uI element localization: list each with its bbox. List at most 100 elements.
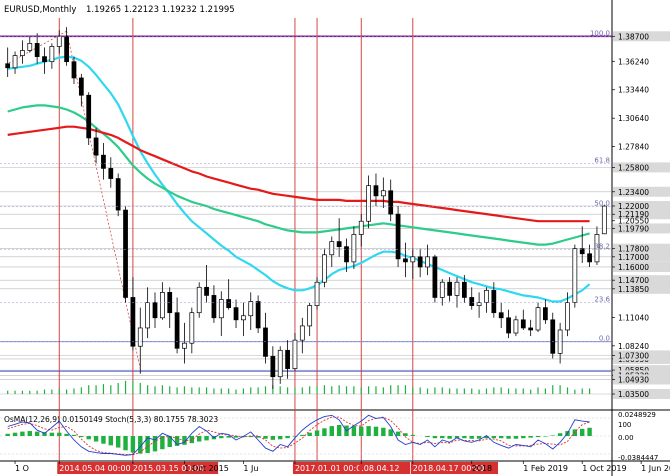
candle[interactable]	[565, 302, 570, 331]
candle[interactable]	[535, 307, 541, 331]
candle[interactable]	[579, 248, 585, 255]
candle[interactable]	[123, 209, 128, 298]
candle[interactable]	[292, 339, 298, 369]
candle[interactable]	[49, 46, 55, 63]
candle[interactable]	[211, 295, 217, 319]
candle[interactable]	[71, 61, 77, 79]
candle[interactable]	[447, 281, 453, 296]
price-label: 1.13850	[618, 285, 649, 294]
candle[interactable]	[204, 286, 209, 296]
candle[interactable]	[241, 315, 246, 321]
price-label-bg	[613, 283, 670, 294]
candle[interactable]	[255, 301, 261, 329]
candle[interactable]	[34, 43, 40, 57]
candle[interactable]	[307, 305, 313, 327]
candle[interactable]	[403, 258, 408, 263]
candle[interactable]	[20, 50, 25, 56]
price-label: 1.19790	[618, 224, 649, 233]
candle[interactable]	[86, 94, 92, 139]
time-label: 1 Ju	[243, 464, 258, 473]
candle[interactable]	[263, 327, 268, 357]
candle[interactable]	[506, 317, 511, 334]
price-label: 1.14700	[618, 276, 649, 285]
time-label: 1 Oct 2019	[582, 464, 626, 473]
volume-bars	[7, 380, 591, 394]
candle[interactable]	[56, 35, 62, 47]
candle[interactable]	[388, 190, 394, 215]
candle[interactable]	[78, 77, 84, 96]
candle[interactable]	[601, 205, 607, 235]
candle[interactable]	[373, 185, 379, 197]
candle[interactable]	[476, 302, 482, 306]
candle[interactable]	[336, 241, 342, 247]
candle[interactable]	[417, 256, 423, 268]
candle[interactable]	[432, 256, 438, 298]
price-label: 1.17000	[618, 253, 649, 262]
candle[interactable]	[498, 312, 504, 319]
candle[interactable]	[491, 289, 497, 314]
candle[interactable]	[439, 281, 445, 298]
time-label-bg	[57, 462, 145, 474]
candle[interactable]	[159, 292, 165, 319]
candle[interactable]	[42, 56, 47, 63]
candle[interactable]	[189, 312, 195, 344]
candle[interactable]	[543, 307, 548, 321]
candle[interactable]	[351, 234, 357, 263]
candle[interactable]	[572, 248, 578, 303]
candle[interactable]	[64, 35, 69, 63]
candle[interactable]	[329, 241, 335, 256]
candle[interactable]	[587, 253, 592, 263]
candle[interactable]	[137, 327, 143, 347]
candle[interactable]	[108, 168, 114, 179]
price-label-bg	[613, 209, 670, 220]
candle[interactable]	[5, 63, 11, 69]
candle[interactable]	[270, 356, 276, 378]
candle[interactable]	[130, 297, 136, 347]
candle[interactable]	[454, 281, 460, 296]
candle[interactable]	[299, 325, 305, 341]
candle[interactable]	[594, 234, 600, 263]
candle[interactable]	[380, 190, 386, 197]
candle[interactable]	[366, 185, 371, 222]
candle[interactable]	[226, 299, 232, 308]
candle[interactable]	[233, 307, 239, 321]
ema-cyan-line	[7, 55, 591, 303]
candle[interactable]	[344, 246, 349, 263]
candle[interactable]	[12, 55, 18, 69]
price-label: 1.11040	[618, 313, 649, 322]
candle[interactable]	[358, 220, 364, 235]
candle[interactable]	[174, 312, 180, 349]
candle[interactable]	[550, 319, 556, 354]
candle[interactable]	[145, 302, 151, 329]
candle[interactable]	[322, 254, 327, 283]
candle[interactable]	[285, 349, 290, 369]
candle[interactable]	[27, 43, 33, 51]
candle[interactable]	[218, 299, 224, 319]
price-label-bg	[613, 186, 670, 197]
candle[interactable]	[528, 327, 534, 331]
candle[interactable]	[101, 154, 106, 169]
candle[interactable]	[182, 342, 187, 349]
candle[interactable]	[196, 286, 202, 314]
candle[interactable]	[115, 178, 121, 211]
candle[interactable]	[513, 319, 519, 334]
time-label: 1 Feb 2019	[523, 464, 568, 473]
candle[interactable]	[461, 281, 467, 298]
time-label: 1 Oct 2015	[184, 464, 228, 473]
fib-level-label: 38.2	[594, 242, 610, 250]
candle[interactable]	[248, 301, 254, 317]
candle[interactable]	[93, 137, 99, 156]
candle[interactable]	[152, 302, 158, 319]
candle[interactable]	[425, 256, 430, 268]
candle[interactable]	[277, 349, 283, 378]
candle[interactable]	[395, 213, 401, 260]
candle[interactable]	[469, 297, 475, 306]
price-label-bg	[613, 223, 670, 234]
candle[interactable]	[484, 289, 489, 303]
candle[interactable]	[520, 319, 526, 329]
price-label: 1.25800	[618, 163, 649, 172]
candle[interactable]	[314, 281, 320, 306]
candle[interactable]	[410, 256, 416, 263]
price-label: 1.07300	[618, 351, 649, 360]
